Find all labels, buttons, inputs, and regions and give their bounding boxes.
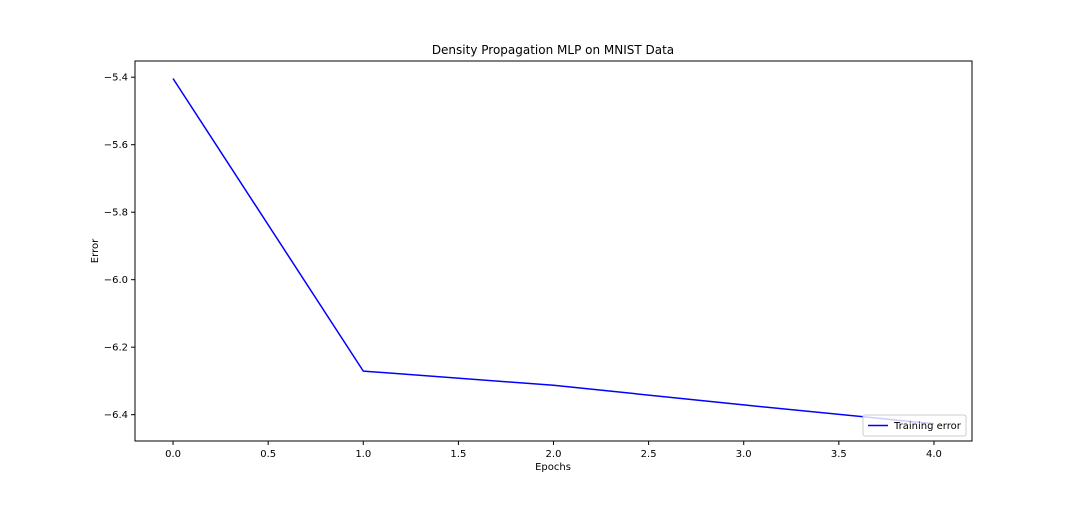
y-tick-label: −5.4 (104, 73, 128, 84)
y-tick-label: −6.2 (104, 343, 128, 354)
x-tick-label: 0.0 (165, 449, 181, 460)
series-layer (173, 79, 934, 424)
x-tick-label: 2.0 (546, 449, 562, 460)
plot-area-frame (135, 61, 972, 441)
x-axis-label: Epochs (535, 462, 571, 473)
x-tick-label: 1.0 (355, 449, 371, 460)
x-tick-label: 1.5 (450, 449, 466, 460)
x-tick-label: 3.0 (736, 449, 752, 460)
y-tick-label: −5.8 (104, 208, 128, 219)
y-axis-label: Error (90, 238, 101, 263)
y-tick-label: −6.4 (104, 410, 128, 421)
y-tick-label: −5.6 (104, 140, 128, 151)
series-line-training-error (173, 79, 934, 424)
legend: Training error (863, 415, 966, 436)
x-tick-label: 0.5 (260, 449, 276, 460)
chart-title: Density Propagation MLP on MNIST Data (432, 43, 674, 57)
x-tick-label: 2.5 (641, 449, 657, 460)
legend-label-training-error: Training error (893, 421, 962, 432)
x-tick-label: 4.0 (926, 449, 942, 460)
x-tick-label: 3.5 (831, 449, 847, 460)
axis-ticks: 0.0 0.5 1.0 1.5 2.0 2.5 3.0 3.5 4.0 −5.4 −5.6 −5.8 −… (104, 73, 942, 460)
y-tick-label: −6.0 (104, 275, 128, 286)
